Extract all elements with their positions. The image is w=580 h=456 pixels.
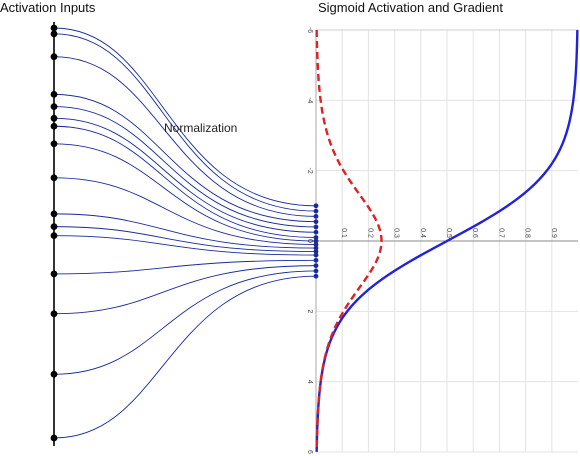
normalization-edge xyxy=(53,270,317,375)
output-node xyxy=(313,229,319,235)
input-node xyxy=(50,434,58,442)
normalization-label: Normalization xyxy=(164,121,238,135)
output-node xyxy=(313,235,319,240)
normalization-edge xyxy=(53,93,317,223)
normalization-edge xyxy=(53,106,317,228)
output-node xyxy=(313,238,319,244)
normalization-edge xyxy=(53,125,317,238)
normalization-edge xyxy=(53,33,317,212)
normalization-edge xyxy=(53,27,317,207)
output-node xyxy=(313,213,319,219)
input-node xyxy=(50,30,58,38)
output-tick-label: 0.3 xyxy=(393,228,400,238)
output-node xyxy=(313,263,319,269)
input-node xyxy=(50,232,58,240)
output-tick-label: 0.6 xyxy=(471,228,478,238)
input-node xyxy=(50,174,58,182)
output-node xyxy=(313,252,319,258)
input-tick-label: -6 xyxy=(306,27,313,33)
sigmoid-curve xyxy=(315,29,579,453)
output-tick-label: 0.7 xyxy=(497,228,504,238)
normalization-edge xyxy=(53,213,317,249)
output-node xyxy=(313,268,319,274)
normalization-edge xyxy=(53,177,317,245)
input-tick-label: 2 xyxy=(306,309,313,313)
left-title: Activation Inputs xyxy=(0,0,96,15)
input-tick-label: 4 xyxy=(306,380,313,384)
input-node xyxy=(50,90,58,98)
output-tick-label: 0.4 xyxy=(419,228,426,238)
input-node xyxy=(50,223,58,231)
gradient-curve xyxy=(315,29,383,453)
normalization-edge xyxy=(53,56,317,217)
output-tick-label: 0.9 xyxy=(550,228,557,238)
input-node xyxy=(50,53,58,61)
output-tick-label: 0.2 xyxy=(366,228,373,238)
input-tick-label: -4 xyxy=(306,97,313,103)
output-node xyxy=(313,257,319,263)
output-node xyxy=(313,242,319,247)
input-tick-label: 6 xyxy=(306,450,313,454)
output-node xyxy=(313,224,319,230)
output-node xyxy=(313,249,319,254)
normalization-edge xyxy=(53,275,317,439)
output-tick-label: 0.5 xyxy=(445,228,452,238)
output-tick-label: 0.1 xyxy=(340,228,347,238)
normalization-edge xyxy=(53,235,317,256)
input-node xyxy=(50,122,58,130)
normalization-edge xyxy=(53,143,317,242)
output-node xyxy=(313,245,319,251)
input-node xyxy=(50,24,58,32)
normalization-edge xyxy=(53,259,317,275)
input-tick-label: -2 xyxy=(306,168,313,174)
normalization-edge xyxy=(53,117,317,233)
input-node xyxy=(50,310,58,318)
input-node xyxy=(50,114,58,122)
output-node xyxy=(313,208,319,214)
output-node xyxy=(313,273,319,279)
normalization-edge xyxy=(53,265,317,315)
input-node xyxy=(50,103,58,111)
input-node xyxy=(50,270,58,278)
normalization-edge xyxy=(53,226,317,252)
output-node xyxy=(313,219,319,225)
chart-title: Sigmoid Activation and Gradient xyxy=(318,0,503,15)
input-node xyxy=(50,370,58,378)
input-node xyxy=(50,140,58,148)
output-tick-label: 0.8 xyxy=(524,228,531,238)
output-node xyxy=(313,203,319,209)
input-node xyxy=(50,210,58,218)
